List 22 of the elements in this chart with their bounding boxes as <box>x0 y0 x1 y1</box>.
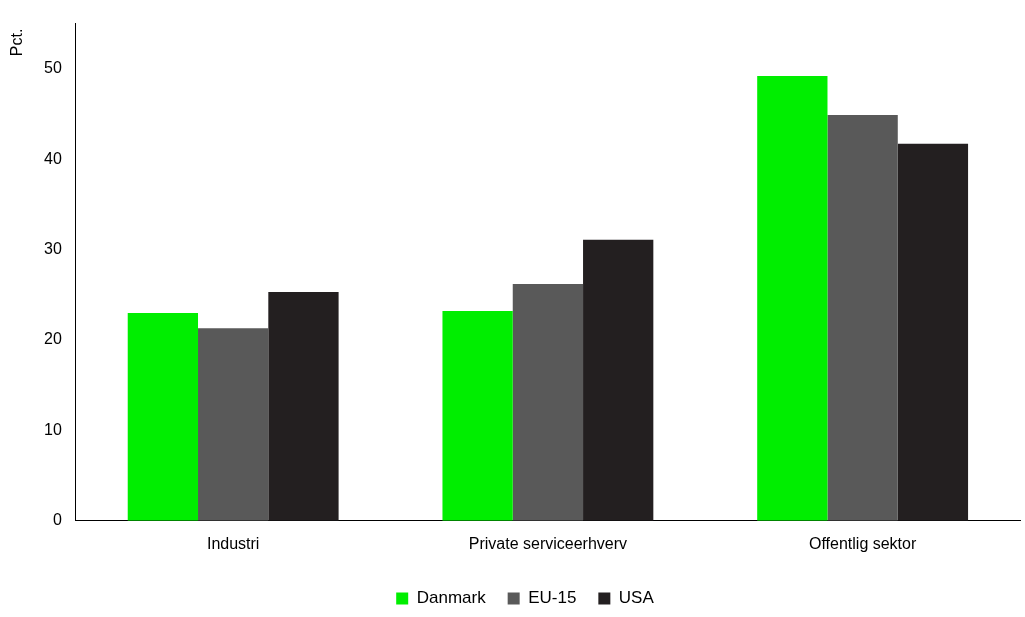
bar <box>127 312 199 521</box>
y-tick-label: 0 <box>52 511 62 529</box>
bar <box>583 239 654 521</box>
bar <box>442 311 513 521</box>
bar <box>198 328 269 521</box>
y-tick-label: 20 <box>44 330 62 348</box>
legend-label: USA <box>618 588 655 608</box>
legend-label: Danmark <box>416 588 487 608</box>
y-axis-title: Pct. <box>8 28 26 57</box>
bar <box>827 114 898 521</box>
y-tick-label: 40 <box>44 149 62 167</box>
x-tick-label: Offentlig sektor <box>808 534 917 552</box>
bar <box>757 76 828 521</box>
bar <box>512 283 584 521</box>
bar <box>897 143 969 521</box>
bar <box>268 292 339 521</box>
y-tick-label: 10 <box>44 420 62 438</box>
x-tick-label: Industri <box>206 534 260 552</box>
legend-label: EU-15 <box>528 588 577 608</box>
y-tick-label: 50 <box>44 59 62 77</box>
y-tick-label: 30 <box>44 240 62 258</box>
x-tick-label: Private serviceerhverv <box>468 534 628 552</box>
